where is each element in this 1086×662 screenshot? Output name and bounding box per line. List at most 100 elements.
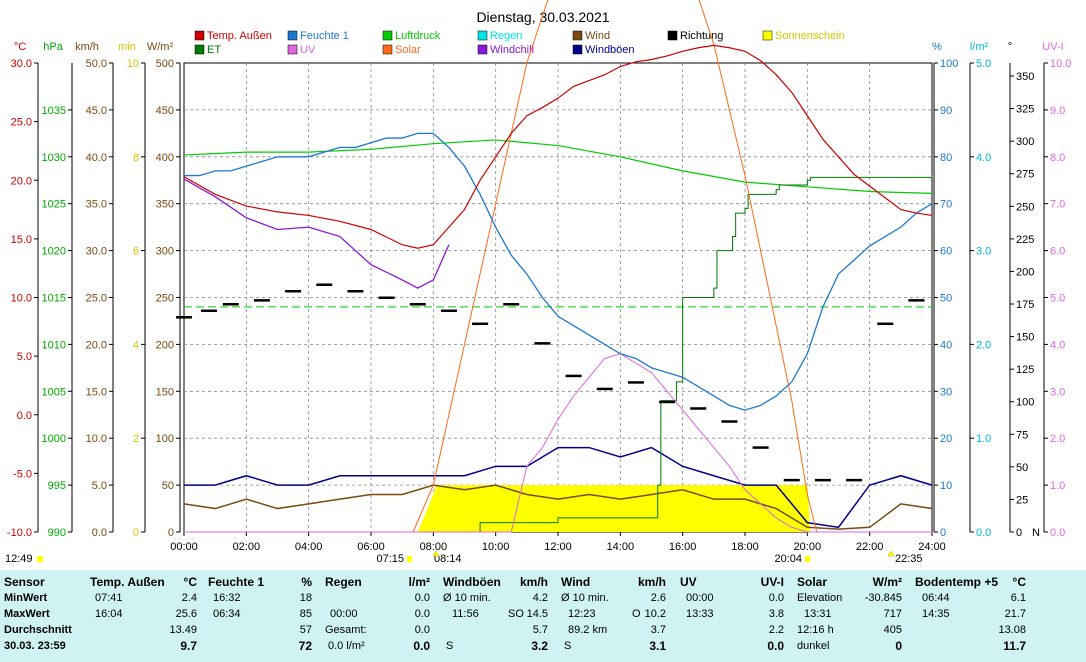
boden-now: 11.7	[1003, 639, 1026, 653]
axis-tick-label: 15.0	[86, 386, 107, 398]
uv-r2a: 13:33	[686, 608, 714, 620]
axis-tick-label: 0	[1016, 527, 1022, 539]
series-temp-au-en	[183, 44, 933, 249]
wind-unit: km/h	[637, 575, 666, 589]
legend-label: Feuchte 1	[300, 30, 349, 42]
wind-r2b: 10.2	[644, 608, 666, 620]
legend-label: Wind	[585, 30, 610, 42]
series-solar	[412, 0, 818, 533]
stats-solar: Solar W/m² Elevation -30.845 13:31 717 1…	[790, 570, 908, 662]
axis-unit-sunshine: min	[118, 41, 136, 53]
axis-tick-label: 90	[940, 105, 952, 117]
marker-sunrise-triangle	[432, 550, 440, 557]
axes: 00:00 02:00 04:00 06:00 08:00 10:00 12:00 14:00…	[7, 41, 1072, 553]
axis-tick-label: 3.0	[976, 246, 991, 258]
regen-unit: l/m²	[408, 575, 430, 589]
solar-r2b: 717	[883, 608, 902, 620]
solar-r2a: 13:31	[804, 608, 832, 620]
axis-tick-label: 400	[156, 152, 174, 164]
axis-tick-label: 25.0	[11, 117, 32, 129]
direction-mark	[659, 400, 676, 404]
temp-title: Temp. Außen	[90, 575, 165, 589]
axis-tick-label: 7.0	[1050, 199, 1065, 211]
axis-tick-label: 10.0	[1050, 58, 1071, 70]
axis-tick-label: 2	[133, 433, 139, 445]
solar-title: Solar	[797, 575, 828, 589]
legend-swatch	[382, 30, 393, 41]
stats-boden: Bodentemp +5 °C 06:44 6.1 14:35 21.7 13.…	[908, 570, 1028, 662]
solar-unit: W/m²	[872, 575, 902, 589]
direction-mark	[378, 296, 395, 299]
axis-tick-label: 300	[1016, 136, 1034, 148]
axis-tick-label: 225	[1016, 234, 1034, 246]
axis-tick-label: 8.0	[1050, 152, 1065, 164]
axis-tick-label: 75	[1016, 429, 1028, 441]
feuchte-max: 85	[299, 608, 312, 620]
legend-swatch	[287, 44, 298, 55]
plot-area	[176, 0, 933, 533]
x-tick-label: 02:00	[233, 541, 261, 553]
direction-mark	[783, 478, 800, 482]
axis-tick-label: 1015	[42, 293, 66, 305]
legend-label: Temp. Außen	[207, 30, 272, 42]
axis-tick-label: 1010	[42, 339, 66, 351]
direction-mark	[253, 299, 270, 302]
marker-sunset: 20:04	[774, 553, 802, 565]
temp-max: 25.6	[175, 608, 197, 620]
axis-tick-label: 250	[1016, 201, 1034, 213]
direction-mark	[814, 478, 831, 482]
stats-wind: Wind km/h Ø 10 min. 2.6 12:23 O 10.2 89.…	[554, 570, 672, 662]
axis-tick-label: 0	[940, 527, 946, 539]
axis-tick-label: 100	[940, 58, 958, 70]
axis-tick-label: 500	[156, 58, 174, 70]
axis-tick-label: 40.0	[86, 152, 107, 164]
label-sensor: Sensor	[4, 575, 45, 589]
axis-tick-label: 350	[1016, 71, 1034, 83]
legend-swatch	[572, 44, 583, 55]
legend-label: Windchill	[490, 44, 534, 56]
boden-unit: °C	[1012, 575, 1026, 589]
axis-tick-label: 20	[940, 433, 952, 445]
axis-tick-label: 300	[156, 246, 174, 258]
axis-tick-label: 350	[156, 199, 174, 211]
axis-tick-label: 45.0	[86, 105, 107, 117]
legend-swatch	[194, 30, 205, 41]
axis-tick-label: 35.0	[86, 199, 107, 211]
marker-left-time: 12:49	[5, 553, 33, 565]
boeen-r3b: 5.7	[532, 624, 548, 636]
legend-swatch	[667, 30, 678, 41]
axis-unit-pressure: hPa	[43, 41, 63, 53]
axis-unit-solar: W/m²	[147, 41, 174, 53]
axis-tick-label: 3.0	[1050, 386, 1065, 398]
direction-mark	[596, 387, 613, 391]
stats-uv: UV UV-I 00:00 0.0 13:33 3.8 2.2 0.0	[672, 570, 790, 662]
x-tick-label: 24:00	[918, 541, 946, 553]
axis-tick-label: 200	[156, 339, 174, 351]
axis-tick-label: 60	[940, 246, 952, 258]
legend-label: Regen	[490, 30, 522, 42]
x-tick-label: 22:00	[856, 541, 884, 553]
axis-unit-direction: °	[1008, 41, 1012, 53]
axis-tick-label: 30.0	[11, 58, 32, 70]
uv-r2b: 3.8	[768, 608, 784, 620]
series-feuchte-1	[184, 132, 933, 411]
axis-tick-label: 0.0	[17, 410, 32, 422]
x-tick-label: 18:00	[731, 541, 759, 553]
axis-tick-label: 40	[940, 339, 952, 351]
series-wind	[183, 484, 933, 530]
direction-mark	[908, 299, 925, 302]
uv-r1a: 00:00	[686, 592, 714, 604]
axis-tick-label: 2.0	[976, 339, 991, 351]
legend-swatch	[287, 30, 298, 41]
axis-tick-label: 150	[1016, 332, 1034, 344]
label-avg: Durchschnitt	[4, 624, 72, 636]
uv-r1b: 0.0	[768, 592, 784, 604]
regen-r2a: 00:00	[330, 608, 358, 620]
axis-unit-rain: l/m²	[970, 41, 989, 53]
regen-now: 0.0	[413, 639, 430, 653]
axis-tick-label: 1005	[42, 386, 66, 398]
axis-tick-label: 30.0	[86, 246, 107, 258]
regen-r2b: 0.0	[414, 608, 430, 620]
axis-unit-temp: °C	[14, 41, 26, 53]
boeen-unit: km/h	[519, 575, 548, 589]
